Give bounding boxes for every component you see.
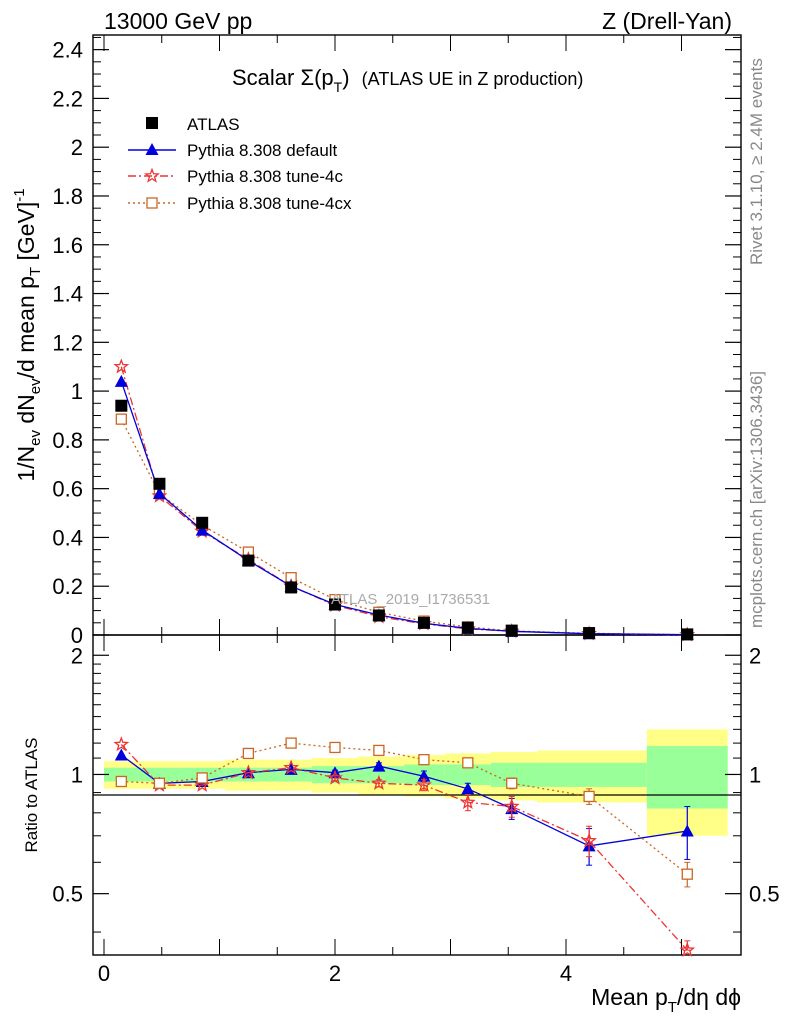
legend-label-default: Pythia 8.308 default xyxy=(187,141,338,160)
rivet-version-label: Rivet 3.1.10, ≥ 2.4M events xyxy=(747,58,766,265)
ratio-y-tick-label-right: 0.5 xyxy=(749,882,780,907)
ratio-point-pythia-8-308-tune-4c xyxy=(581,832,598,848)
main-point-atlas xyxy=(417,616,430,629)
ratio-point-pythia-8-308-default xyxy=(417,769,431,782)
analysis-watermark: ATLAS_2019_I1736531 xyxy=(331,591,490,608)
main-series-layer xyxy=(113,358,696,642)
ratio-band-inner xyxy=(537,762,647,787)
mcplots-label: mcplots.cern.ch [arXiv:1306.3436] xyxy=(747,371,766,628)
main-axis-ticks: 0 0.2 0.4 0.6 0.8 1 1.2 1.4 1.6 1.8 2 2.2 2.4 xyxy=(52,35,741,648)
main-y-tick-label: 1.4 xyxy=(52,282,83,307)
legend-label-tune4c: Pythia 8.308 tune-4c xyxy=(187,167,343,186)
ratio-point-pythia-8-308-tune-4c xyxy=(679,941,696,957)
main-y-tick-label: 0.8 xyxy=(52,428,83,453)
ratio-band-inner xyxy=(104,767,139,782)
main-y-tick-label: 2 xyxy=(71,135,83,160)
header-right: Z (Drell-Yan) xyxy=(602,8,732,34)
main-y-tick-label: 2.2 xyxy=(52,86,83,111)
main-y-tick-label: 1.6 xyxy=(52,233,83,258)
main-point-atlas xyxy=(196,516,209,529)
ratio-point-pythia-8-308-tune-4c xyxy=(370,774,387,791)
ratio-series-layer xyxy=(113,736,696,957)
ratio-point-pythia-8-308-tune-4c xyxy=(327,769,343,785)
x-axis-label: Mean pT/dη dϕ xyxy=(591,984,741,1016)
ratio-y-tick-label-right: 1 xyxy=(749,762,761,787)
legend-label-tune4cx: Pythia 8.308 tune-4cx xyxy=(187,194,352,213)
main-point-atlas xyxy=(242,554,255,567)
legend-marker-atlas xyxy=(146,117,158,129)
main-point-atlas xyxy=(153,477,166,490)
main-point-atlas xyxy=(505,624,518,637)
legend-marker-default xyxy=(145,143,159,155)
x-tick-label: 0 xyxy=(98,961,110,986)
ratio-point-pythia-8-308-tune-4c xyxy=(415,776,432,792)
ratio-point-pythia-8-308-default xyxy=(114,748,128,761)
ratio-point-pythia-8-308-tune-4cx xyxy=(681,868,693,880)
main-line-pythia-8-308-default xyxy=(120,381,688,636)
ratio-point-pythia-8-308-tune-4c xyxy=(283,759,300,775)
ratio-band-inner xyxy=(138,767,180,782)
ratio-point-pythia-8-308-default xyxy=(680,824,694,837)
main-point-atlas xyxy=(372,609,385,622)
main-point-pythia-8-308-default xyxy=(152,487,166,500)
main-point-atlas xyxy=(461,621,474,634)
ratio-point-pythia-8-308-tune-4cx xyxy=(196,772,208,784)
main-y-tick-label: 1 xyxy=(71,379,83,404)
ratio-y-tick-label: 2 xyxy=(71,643,83,668)
legend-label-atlas: ATLAS xyxy=(187,115,240,134)
legend-marker-tune4c xyxy=(144,167,160,183)
main-y-tick-label: 0.6 xyxy=(52,477,83,502)
ratio-point-pythia-8-308-default xyxy=(372,759,386,772)
ratio-point-pythia-8-308-tune-4cx xyxy=(373,744,385,757)
ratio-band-inner xyxy=(444,764,491,786)
main-y-tick-label: 2.4 xyxy=(52,38,83,63)
ratio-point-pythia-8-308-tune-4c xyxy=(240,764,257,780)
main-y-tick-label: 0 xyxy=(71,623,83,648)
ratio-line-pythia-8-308-tune-4c xyxy=(120,744,688,951)
ratio-y-tick-label: 0.5 xyxy=(52,882,83,907)
main-point-atlas xyxy=(115,399,128,412)
ratio-point-pythia-8-308-tune-4c xyxy=(459,794,476,810)
ratio-point-pythia-8-308-tune-4cx xyxy=(418,753,430,766)
main-y-tick-label: 0.4 xyxy=(52,525,83,550)
ratio-point-pythia-8-308-tune-4c xyxy=(503,798,520,814)
legend-marker-tune4cx xyxy=(146,197,158,209)
main-point-pythia-8-308-default xyxy=(195,523,209,536)
main-y-axis-label: 1/Nev dNev/d mean pT [GeV]-1 xyxy=(11,188,44,481)
ratio-y-tick-label-right: 2 xyxy=(749,643,761,668)
main-point-pythia-8-308-tune-4c xyxy=(113,358,130,374)
ratio-point-pythia-8-308-tune-4cx xyxy=(153,777,166,789)
ratio-band-inner xyxy=(646,745,728,809)
ratio-point-pythia-8-308-tune-4cx xyxy=(285,737,297,749)
ratio-y-tick-label: 1 xyxy=(71,762,83,787)
main-y-tick-label: 1.8 xyxy=(52,184,83,209)
main-point-atlas xyxy=(285,581,298,594)
ratio-axis-ticks: 0 2 4 0.5 0.5 1 1 2 2 xyxy=(52,635,780,986)
ratio-point-pythia-8-308-tune-4cx xyxy=(242,747,255,760)
main-point-pythia-8-308-default xyxy=(114,374,128,387)
ratio-band-inner xyxy=(358,766,405,784)
ratio-point-pythia-8-308-tune-4cx xyxy=(583,790,595,803)
main-y-tick-label: 1.2 xyxy=(52,330,83,355)
chart-title: Scalar Σ(pT) (ATLAS UE in Z production) xyxy=(232,65,583,95)
legend: ATLAS Pythia 8.308 default Pythia 8.308 … xyxy=(128,115,352,213)
ratio-point-pythia-8-308-tune-4cx xyxy=(462,757,474,769)
ratio-point-pythia-8-308-default xyxy=(461,782,475,795)
main-point-atlas xyxy=(329,598,341,611)
ratio-y-axis-label: Ratio to ATLAS xyxy=(22,738,41,853)
ratio-point-pythia-8-308-tune-4cx xyxy=(506,777,518,789)
ratio-point-pythia-8-308-tune-4c xyxy=(113,736,130,752)
main-point-atlas xyxy=(583,627,596,640)
ratio-point-pythia-8-308-tune-4cx xyxy=(329,741,341,754)
main-point-atlas xyxy=(681,628,694,641)
main-point-pythia-8-308-tune-4cx xyxy=(115,413,127,425)
x-tick-label: 4 xyxy=(560,961,572,986)
main-y-tick-label: 0.2 xyxy=(52,574,83,599)
ratio-point-pythia-8-308-tune-4cx xyxy=(115,775,127,788)
ratio-line-pythia-8-308-default xyxy=(120,754,688,847)
header-left: 13000 GeV pp xyxy=(104,8,252,34)
x-tick-label: 2 xyxy=(329,961,341,986)
